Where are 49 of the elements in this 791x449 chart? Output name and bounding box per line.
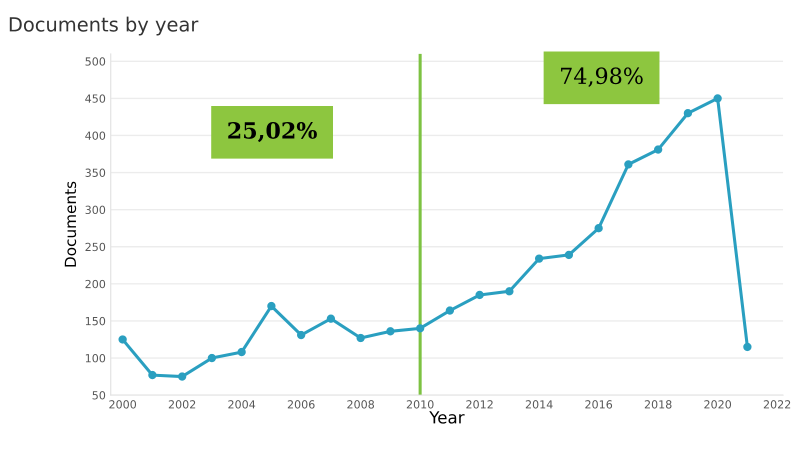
point	[654, 145, 662, 154]
point	[505, 287, 514, 296]
point	[713, 94, 722, 103]
point	[148, 370, 157, 380]
point	[594, 224, 603, 232]
point	[386, 327, 395, 336]
point	[743, 342, 752, 352]
x-tick-label: 2002	[168, 400, 196, 409]
point	[446, 306, 454, 315]
y-tick-label: 200	[85, 280, 106, 288]
chart-title: Documents by year	[10, 16, 198, 36]
point	[475, 290, 484, 300]
x-tick-label: 2000	[109, 400, 136, 409]
x-tick-label: 2010	[406, 400, 434, 409]
point	[178, 372, 186, 381]
y-tick-label: 100	[86, 354, 106, 362]
x-axis-title: Year	[429, 411, 465, 424]
x-tick-label: 2022	[764, 400, 790, 409]
annotation: 25,02%	[228, 122, 317, 142]
y-tick-label: 250	[85, 242, 106, 252]
y-tick-label: 400	[85, 131, 106, 140]
x-tick-label: 2020	[704, 400, 732, 409]
x-tick-label: 2012	[466, 400, 493, 409]
y-axis-title: Documents	[64, 182, 76, 267]
point	[534, 254, 544, 263]
y-tick-label: 350	[86, 168, 106, 177]
x-tick-label: 2006	[288, 400, 315, 409]
y-tick-label: 50	[92, 391, 106, 400]
y-tick-label: 450	[85, 94, 106, 103]
y-tick-label: 300	[86, 206, 106, 214]
point	[326, 314, 336, 323]
annotation: 74,98%	[561, 67, 643, 87]
x-tick-label: 2016	[585, 400, 612, 409]
point	[267, 302, 276, 310]
point	[356, 334, 365, 342]
y-tick-label: 500	[86, 57, 106, 66]
x-tick-label: 2018	[644, 400, 672, 409]
y-tick-label: 150	[86, 316, 106, 326]
point	[684, 109, 692, 118]
x-tick-label: 2004	[228, 400, 256, 409]
point	[118, 335, 127, 344]
point	[237, 348, 246, 356]
point	[296, 330, 306, 340]
x-tick-label: 2008	[347, 400, 374, 409]
point	[624, 160, 633, 169]
point	[564, 250, 574, 260]
point	[416, 324, 424, 333]
x-tick-label: 2014	[526, 400, 553, 409]
point	[208, 354, 216, 362]
